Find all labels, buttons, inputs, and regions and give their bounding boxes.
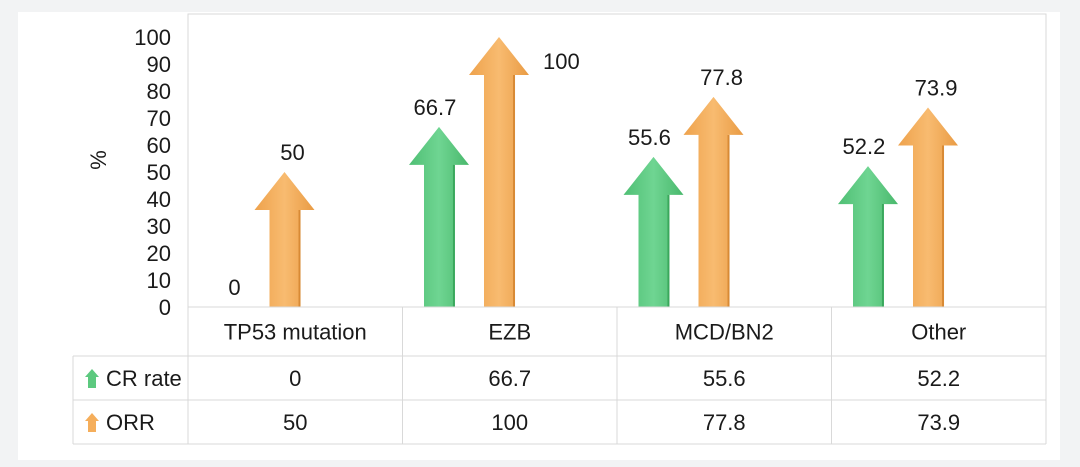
- legend-label: CR rate: [106, 366, 182, 391]
- y-tick-label: 40: [147, 187, 171, 212]
- chart-frame: 0 10 20 30 40 50 60 70 80 90 100% 0 66.7 55.6 52.2 50 1…: [18, 12, 1060, 460]
- category-label: Other: [911, 320, 966, 345]
- cr-rate-arrow: [838, 166, 898, 307]
- cr-rate-data-label: 55.6: [628, 125, 671, 150]
- orr-arrow: [254, 172, 315, 307]
- y-tick-label: 0: [159, 295, 171, 320]
- orr-arrow: [898, 107, 958, 307]
- y-tick-label: 80: [147, 79, 171, 104]
- y-tick-label: 30: [147, 214, 171, 239]
- orr-data-label: 50: [280, 140, 304, 165]
- orr-data-label: 73.9: [915, 75, 958, 100]
- table-cell: 52.2: [917, 366, 960, 391]
- category-label: MCD/BN2: [675, 320, 774, 345]
- table-cell: 73.9: [917, 410, 960, 435]
- category-label: EZB: [488, 320, 531, 345]
- orr-data-label: 77.8: [700, 65, 743, 90]
- y-tick-label: 50: [147, 160, 171, 185]
- orr-data-label: 100: [543, 49, 580, 74]
- orr-arrow: [683, 96, 744, 308]
- legend-label: ORR: [106, 410, 155, 435]
- cr-rate-data-label: 52.2: [843, 134, 886, 159]
- y-tick-label: 100: [134, 25, 171, 50]
- y-tick-label: 10: [147, 268, 171, 293]
- cr-rate-arrow: [623, 156, 684, 307]
- orr-legend-key-icon: [85, 413, 99, 432]
- cr-rate-data-label: 0: [228, 275, 240, 300]
- table-cell: 0: [289, 366, 301, 391]
- y-tick-label: 70: [147, 106, 171, 131]
- orr-arrow: [469, 37, 529, 307]
- y-tick-label: 60: [147, 133, 171, 158]
- y-axis-label: %: [86, 150, 111, 170]
- cr-rate-legend-key-icon: [85, 369, 99, 388]
- table-cell: 77.8: [703, 410, 746, 435]
- table-cell: 55.6: [703, 366, 746, 391]
- table-cell: 100: [491, 410, 528, 435]
- table-cell: 66.7: [488, 366, 531, 391]
- y-tick-label: 20: [147, 241, 171, 266]
- table-cell: 50: [283, 410, 307, 435]
- cr-rate-arrow: [409, 126, 469, 308]
- category-label: TP53 mutation: [224, 320, 367, 345]
- cr-rate-data-label: 66.7: [414, 95, 457, 120]
- y-tick-label: 90: [147, 52, 171, 77]
